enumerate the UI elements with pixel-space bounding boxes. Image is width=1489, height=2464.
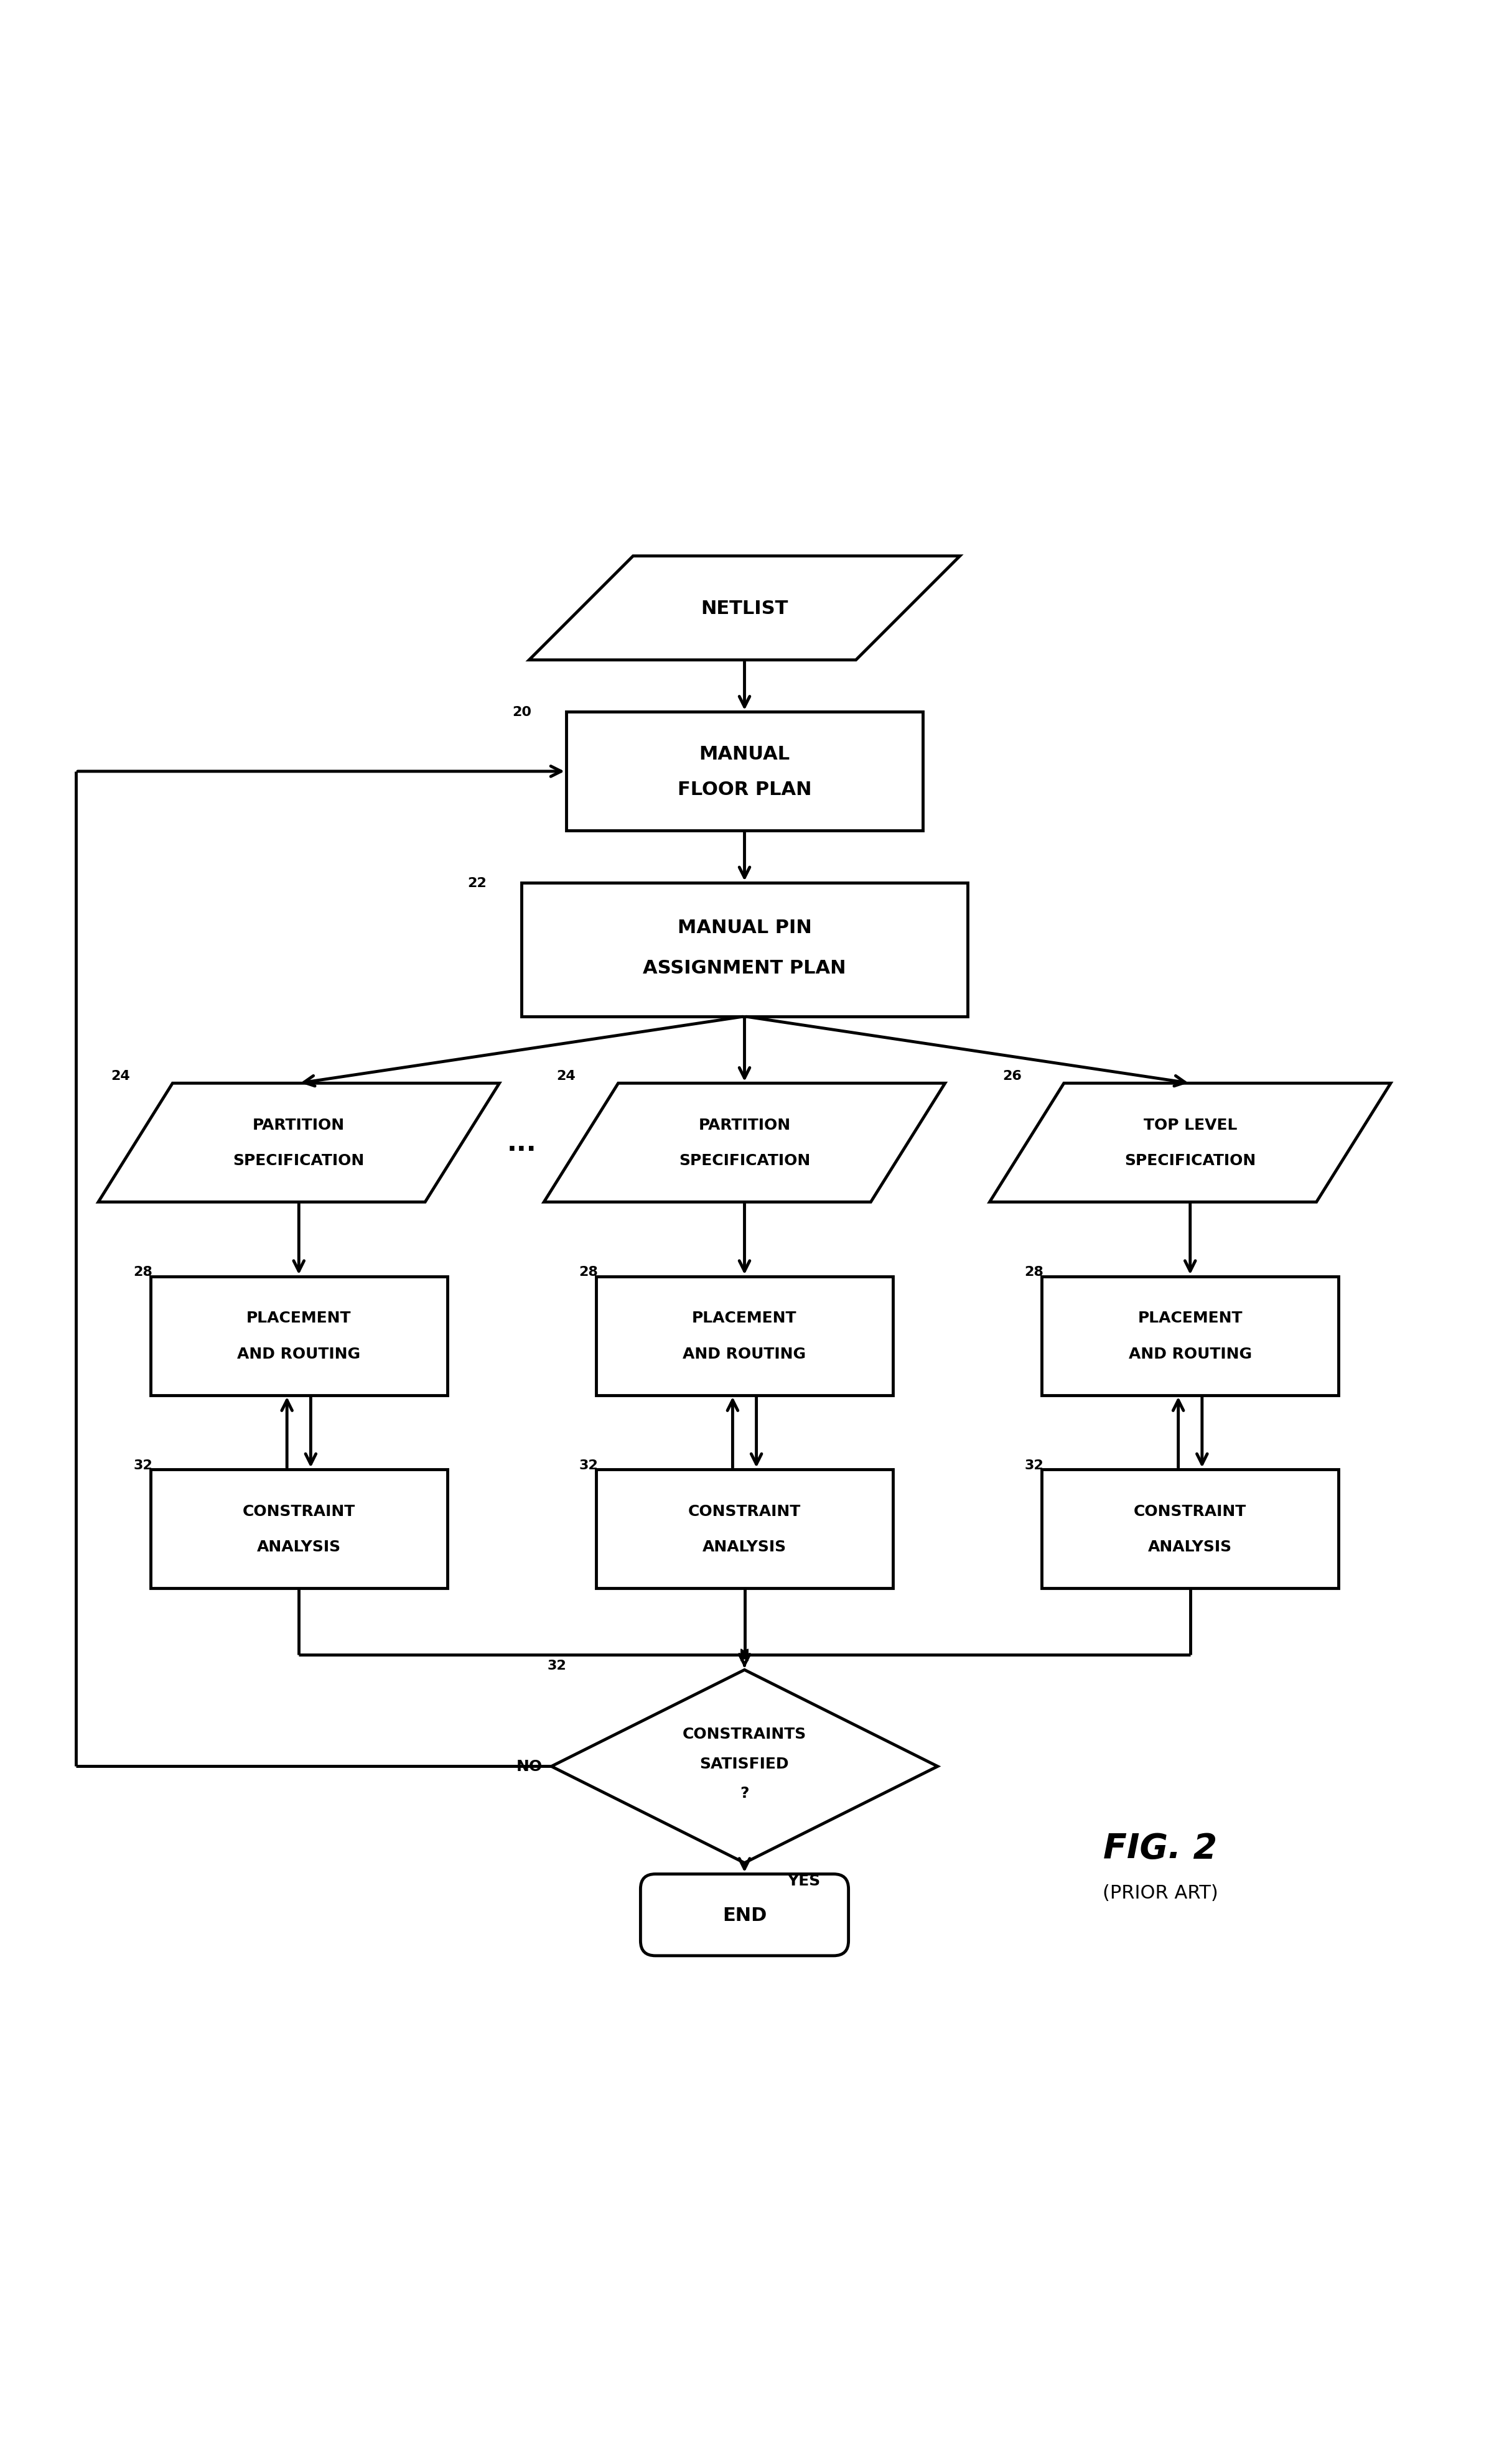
Text: PARTITION: PARTITION: [253, 1119, 345, 1133]
Text: ASSIGNMENT PLAN: ASSIGNMENT PLAN: [643, 958, 846, 976]
Text: 28: 28: [1024, 1266, 1044, 1279]
FancyBboxPatch shape: [640, 1875, 849, 1956]
Text: SPECIFICATION: SPECIFICATION: [679, 1153, 810, 1168]
Text: 26: 26: [1002, 1069, 1021, 1082]
Text: SPECIFICATION: SPECIFICATION: [234, 1153, 365, 1168]
Polygon shape: [551, 1671, 938, 1863]
Polygon shape: [543, 1084, 946, 1202]
Text: ANALYSIS: ANALYSIS: [256, 1540, 341, 1555]
Text: ANALYSIS: ANALYSIS: [703, 1540, 786, 1555]
Text: ANALYSIS: ANALYSIS: [1148, 1540, 1233, 1555]
Text: PLACEMENT: PLACEMENT: [692, 1311, 797, 1326]
Polygon shape: [990, 1084, 1391, 1202]
Text: AND ROUTING: AND ROUTING: [683, 1345, 806, 1360]
Text: YES: YES: [788, 1873, 820, 1887]
Polygon shape: [529, 557, 960, 660]
Text: PARTITION: PARTITION: [698, 1119, 791, 1133]
Text: PLACEMENT: PLACEMENT: [1138, 1311, 1243, 1326]
Text: 32: 32: [134, 1459, 152, 1471]
Text: MANUAL: MANUAL: [698, 744, 791, 764]
Text: ?: ?: [740, 1786, 749, 1801]
Text: ...: ...: [506, 1131, 536, 1156]
Text: AND ROUTING: AND ROUTING: [1129, 1345, 1252, 1360]
Text: PLACEMENT: PLACEMENT: [246, 1311, 351, 1326]
Text: 20: 20: [512, 707, 532, 719]
Text: NO: NO: [517, 1759, 542, 1774]
Text: SATISFIED: SATISFIED: [700, 1757, 789, 1772]
FancyBboxPatch shape: [596, 1276, 893, 1395]
FancyBboxPatch shape: [1042, 1469, 1339, 1589]
FancyBboxPatch shape: [596, 1469, 893, 1589]
Text: AND ROUTING: AND ROUTING: [237, 1345, 360, 1360]
Text: CONSTRAINTS: CONSTRAINTS: [682, 1727, 807, 1742]
Text: 32: 32: [546, 1658, 566, 1671]
Polygon shape: [739, 1648, 747, 1661]
FancyBboxPatch shape: [521, 882, 968, 1018]
Text: CONSTRAINT: CONSTRAINT: [1133, 1503, 1246, 1518]
Text: TOP LEVEL: TOP LEVEL: [1144, 1119, 1237, 1133]
Text: (PRIOR ART): (PRIOR ART): [1103, 1882, 1218, 1902]
Polygon shape: [98, 1084, 499, 1202]
Text: SPECIFICATION: SPECIFICATION: [1124, 1153, 1255, 1168]
Text: 32: 32: [579, 1459, 599, 1471]
Text: FLOOR PLAN: FLOOR PLAN: [677, 781, 812, 798]
Text: END: END: [722, 1907, 767, 1924]
FancyBboxPatch shape: [566, 712, 923, 830]
Text: CONSTRAINT: CONSTRAINT: [243, 1503, 356, 1518]
Text: 22: 22: [468, 877, 487, 890]
FancyBboxPatch shape: [150, 1276, 447, 1395]
Text: 28: 28: [579, 1266, 599, 1279]
Text: FIG. 2: FIG. 2: [1103, 1831, 1218, 1865]
FancyBboxPatch shape: [1042, 1276, 1339, 1395]
FancyBboxPatch shape: [150, 1469, 447, 1589]
Text: MANUAL PIN: MANUAL PIN: [677, 919, 812, 936]
Text: NETLIST: NETLIST: [701, 599, 788, 618]
Text: 24: 24: [557, 1069, 576, 1082]
Polygon shape: [742, 1648, 750, 1661]
Text: 32: 32: [1024, 1459, 1044, 1471]
Text: 24: 24: [112, 1069, 130, 1082]
Text: CONSTRAINT: CONSTRAINT: [688, 1503, 801, 1518]
Text: 28: 28: [133, 1266, 152, 1279]
